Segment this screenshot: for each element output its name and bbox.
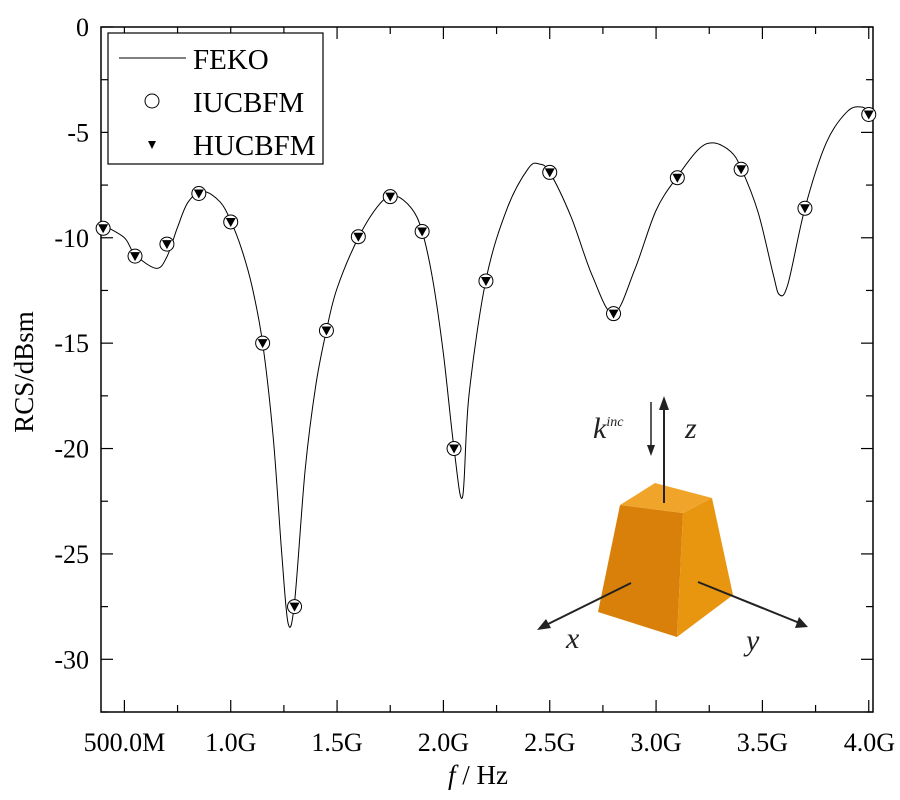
hucbfm-point (193, 189, 204, 199)
k-label: k (593, 412, 607, 445)
y-arrowhead (795, 617, 808, 628)
k-inc-label: kinc (593, 412, 624, 445)
hucbfm-point (863, 110, 874, 120)
hucbfm-point (449, 444, 460, 454)
x-axis-title-unit: / Hz (456, 760, 509, 790)
legend: FEKO IUCBFM HUCBFM (107, 32, 324, 165)
y-axis-label: y (743, 624, 760, 657)
hucbfm-point (130, 252, 141, 262)
x-tick-label: 3.5G (737, 728, 788, 757)
frustum-right-face (677, 498, 733, 637)
hucbfm-point (736, 165, 747, 175)
hucbfm-point (353, 232, 364, 242)
legend-iucbfm-label: IUCBFM (193, 87, 304, 119)
legend-hucbfm-swatch (148, 141, 156, 149)
series-iucbfm-markers (95, 106, 877, 615)
y-axis-title: RCS/dBsm (9, 311, 39, 433)
x-axis-title: f / Hz (448, 760, 508, 790)
x-axis-arrow (541, 582, 632, 628)
y-tick-labels: 0 -5 -10 -15 -20 -25 -30 (54, 13, 89, 674)
x-axis-label: x (565, 622, 580, 655)
x-tick-label: 500.0M (84, 728, 166, 757)
legend-box (107, 32, 324, 165)
k-inc-arrowhead (647, 445, 655, 456)
frustum-left-face (598, 505, 683, 637)
y-tick-label: -5 (67, 118, 89, 147)
x-arrowhead (537, 619, 551, 630)
x-tick-label: 3.0G (630, 728, 681, 757)
x-tick-label: 2.0G (418, 728, 469, 757)
hucbfm-point (672, 173, 683, 183)
x-axis-title-var: f (448, 760, 459, 790)
hucbfm-point (385, 192, 396, 202)
hucbfm-point (321, 326, 332, 336)
y-axis-arrow (697, 581, 803, 625)
k-superscript: inc (606, 415, 624, 430)
inset-geometry-diagram: kinc z x y (537, 396, 808, 657)
hucbfm-point (799, 204, 810, 214)
plot-frame (100, 26, 874, 713)
y-tick-label: -20 (54, 435, 89, 464)
hucbfm-point (289, 602, 300, 612)
hucbfm-point (225, 217, 236, 227)
frustum-top-face (620, 483, 712, 513)
x-tick-labels: 500.0M 1.0G 1.5G 2.0G 2.5G 3.0G 3.5G 4.0G (84, 728, 895, 757)
hucbfm-point (417, 227, 428, 237)
y-tick-label: 0 (76, 13, 89, 42)
series-feko-line (102, 106, 870, 628)
y-tick-label: -15 (54, 329, 89, 358)
z-axis-label: z (684, 412, 697, 445)
z-arrowhead (659, 396, 669, 410)
legend-iucbfm-swatch (144, 93, 160, 109)
legend-feko-label: FEKO (193, 44, 269, 76)
x-tick-label: 1.0G (205, 728, 256, 757)
y-tick-label: -10 (54, 224, 89, 253)
x-tick-label: 4.0G (844, 728, 895, 757)
series-hucbfm-markers (98, 110, 874, 612)
hucbfm-point (98, 224, 109, 234)
x-tick-label: 1.5G (311, 728, 362, 757)
hucbfm-point (544, 168, 555, 178)
hucbfm-point (257, 339, 268, 349)
x-tick-label: 2.5G (524, 728, 575, 757)
hucbfm-point (608, 309, 619, 319)
y-tick-label: -30 (54, 645, 89, 674)
hucbfm-point (480, 276, 491, 286)
legend-hucbfm-label: HUCBFM (193, 130, 316, 162)
hucbfm-point (161, 240, 172, 250)
y-tick-label: -25 (54, 540, 89, 569)
